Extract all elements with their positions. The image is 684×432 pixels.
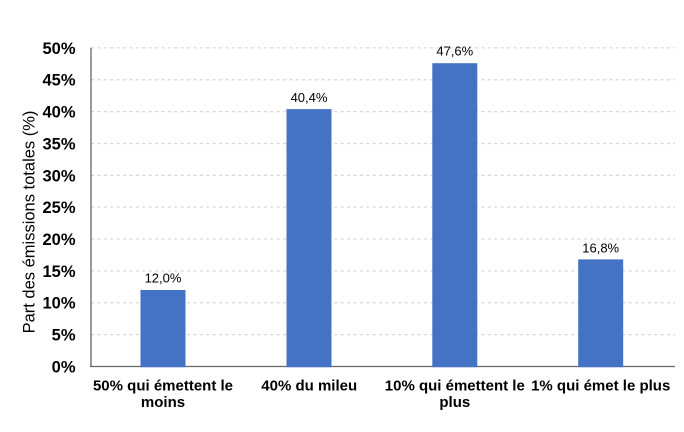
svg-text:1% qui émet le plus: 1% qui émet le plus (531, 378, 670, 395)
svg-text:40,4%: 40,4% (291, 90, 328, 105)
svg-text:10% qui émettent le: 10% qui émettent le (385, 378, 525, 395)
svg-text:moins: moins (141, 394, 185, 411)
svg-text:25%: 25% (42, 199, 75, 217)
svg-text:20%: 20% (42, 231, 75, 249)
svg-text:50%: 50% (42, 40, 75, 58)
svg-text:40%: 40% (42, 104, 75, 122)
svg-text:12,0%: 12,0% (145, 271, 182, 286)
svg-text:plus: plus (439, 394, 470, 411)
svg-text:16,8%: 16,8% (582, 240, 619, 255)
svg-text:47,6%: 47,6% (436, 44, 473, 59)
svg-text:35%: 35% (42, 135, 75, 153)
svg-text:45%: 45% (42, 72, 75, 90)
svg-text:0%: 0% (52, 358, 76, 376)
svg-text:15%: 15% (42, 263, 75, 281)
svg-text:10%: 10% (42, 295, 75, 313)
svg-text:30%: 30% (42, 167, 75, 185)
svg-text:40% du mileu: 40% du mileu (261, 378, 357, 395)
svg-text:50% qui émettent le: 50% qui émettent le (93, 378, 233, 395)
svg-text:5%: 5% (52, 327, 76, 345)
svg-text:Part des émissions totales (%): Part des émissions totales (%) (21, 111, 39, 334)
